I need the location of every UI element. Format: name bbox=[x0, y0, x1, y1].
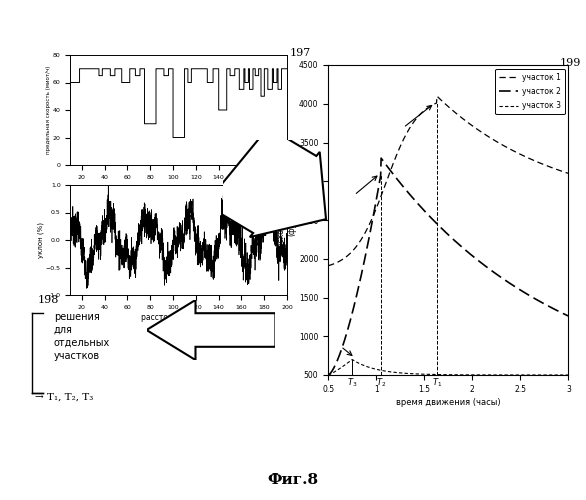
Text: 198: 198 bbox=[38, 295, 59, 305]
Polygon shape bbox=[205, 128, 326, 237]
Text: Фиг.8: Фиг.8 bbox=[267, 474, 319, 488]
Text: 199: 199 bbox=[560, 58, 581, 68]
Y-axis label: расход топлива
(фунты): расход топлива (фунты) bbox=[277, 188, 296, 252]
Legend: участок 1, участок 2, участок 3: участок 1, участок 2, участок 3 bbox=[495, 69, 564, 114]
Text: $T_2$: $T_2$ bbox=[376, 376, 386, 389]
X-axis label: расстояние (мили): расстояние (мили) bbox=[141, 312, 216, 322]
Text: отдельных: отдельных bbox=[54, 338, 110, 347]
Y-axis label: уклон (%): уклон (%) bbox=[38, 222, 44, 258]
Y-axis label: предельная скорость (миот/ч): предельная скорость (миот/ч) bbox=[46, 66, 52, 154]
Text: участков: участков bbox=[54, 351, 100, 361]
Polygon shape bbox=[146, 300, 275, 360]
Text: $T_3$: $T_3$ bbox=[347, 376, 357, 389]
Text: $T_1$: $T_1$ bbox=[432, 376, 442, 389]
Text: для: для bbox=[54, 325, 73, 335]
X-axis label: время движения (часы): время движения (часы) bbox=[396, 398, 500, 407]
Text: 197: 197 bbox=[290, 48, 311, 58]
Text: → T₁, T₂, T₃: → T₁, T₂, T₃ bbox=[35, 392, 93, 402]
Text: решения: решения bbox=[54, 312, 100, 322]
